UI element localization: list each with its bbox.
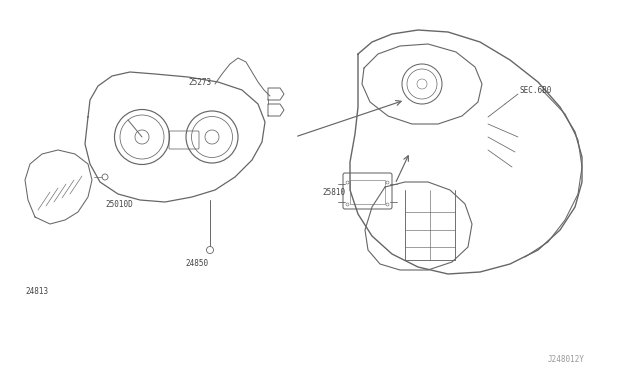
Text: 24850: 24850 (185, 260, 208, 269)
Text: 25273: 25273 (188, 77, 211, 87)
Text: 25010D: 25010D (105, 199, 132, 208)
Text: 24813: 24813 (25, 288, 48, 296)
Text: SEC.6B0: SEC.6B0 (520, 86, 552, 94)
Bar (350, 180, 385, 204)
Text: J248012Y: J248012Y (548, 356, 585, 365)
Text: 25810: 25810 (322, 187, 345, 196)
